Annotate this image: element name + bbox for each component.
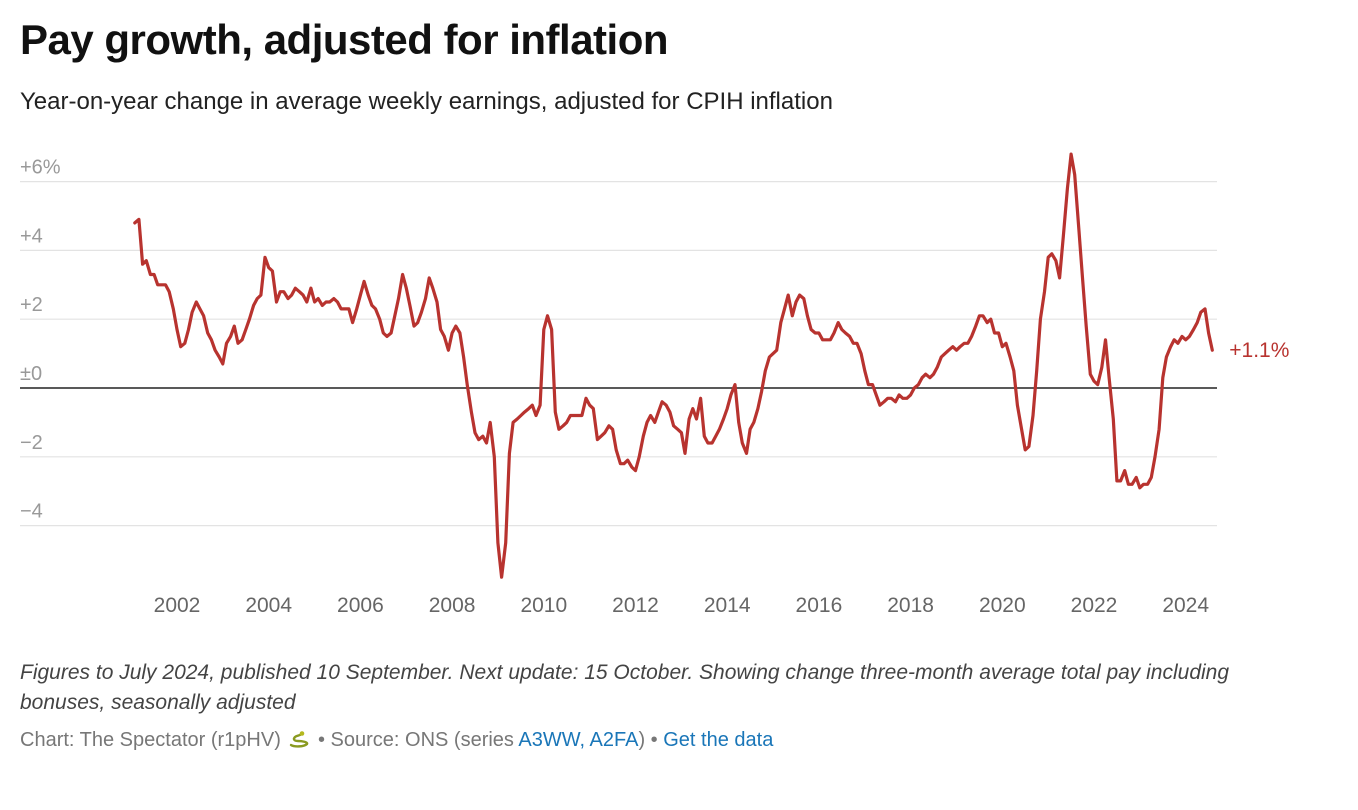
x-tick-label: 2008 (429, 594, 476, 617)
chart-subtitle: Year-on-year change in average weekly ea… (20, 88, 833, 115)
y-tick-label: +6% (20, 157, 61, 179)
line-chart: +6%+4+2±0−2−4 2002 2004 2006 2008 2010 2012 20… (20, 152, 1289, 617)
x-tick-label: 2004 (245, 594, 292, 617)
source-close: ) (638, 729, 646, 751)
y-tick-label: −4 (20, 501, 43, 523)
y-tick-label: +2 (20, 294, 43, 316)
x-tick-label: 2020 (979, 594, 1026, 617)
x-tick-label: 2006 (337, 594, 384, 617)
x-tick-label: 2002 (154, 594, 201, 617)
y-tick-label: +4 (20, 225, 43, 247)
credit-text: Chart: The Spectator (r1pHV) (20, 729, 281, 751)
x-tick-label: 2024 (1162, 594, 1209, 617)
x-axis-labels: 2002 2004 2006 2008 2010 2012 2014 2016 2018 2020… (154, 594, 1210, 617)
credit-separator: • (645, 729, 664, 751)
y-axis-labels: +6% +4 +2 ±0 −2 −4 (20, 157, 61, 523)
gridlines (20, 181, 1217, 527)
x-tick-label: 2010 (520, 594, 567, 617)
snake-icon (290, 731, 309, 748)
chart-title: Pay growth, adjusted for inflation (20, 16, 669, 63)
x-tick-label: 2018 (887, 594, 934, 617)
series-line-real-pay-growth (133, 152, 1214, 579)
source-text: • Source: ONS (series (317, 729, 519, 751)
end-value-label: +1.1% (1229, 339, 1289, 362)
x-tick-label: 2014 (704, 594, 751, 617)
y-tick-label: ±0 (20, 363, 42, 385)
x-tick-label: 2022 (1071, 594, 1118, 617)
chart-notes: Figures to July 2024, published 10 Septe… (20, 661, 1230, 714)
y-tick-label: −2 (20, 432, 43, 454)
x-tick-label: 2016 (796, 594, 843, 617)
x-tick-label: 2012 (612, 594, 659, 617)
get-the-data-link[interactable]: Get the data (663, 729, 774, 751)
series-link[interactable]: A3WW, A2FA (518, 729, 639, 751)
chart-credit: Chart: The Spectator (r1pHV) • Source: O… (20, 729, 773, 752)
